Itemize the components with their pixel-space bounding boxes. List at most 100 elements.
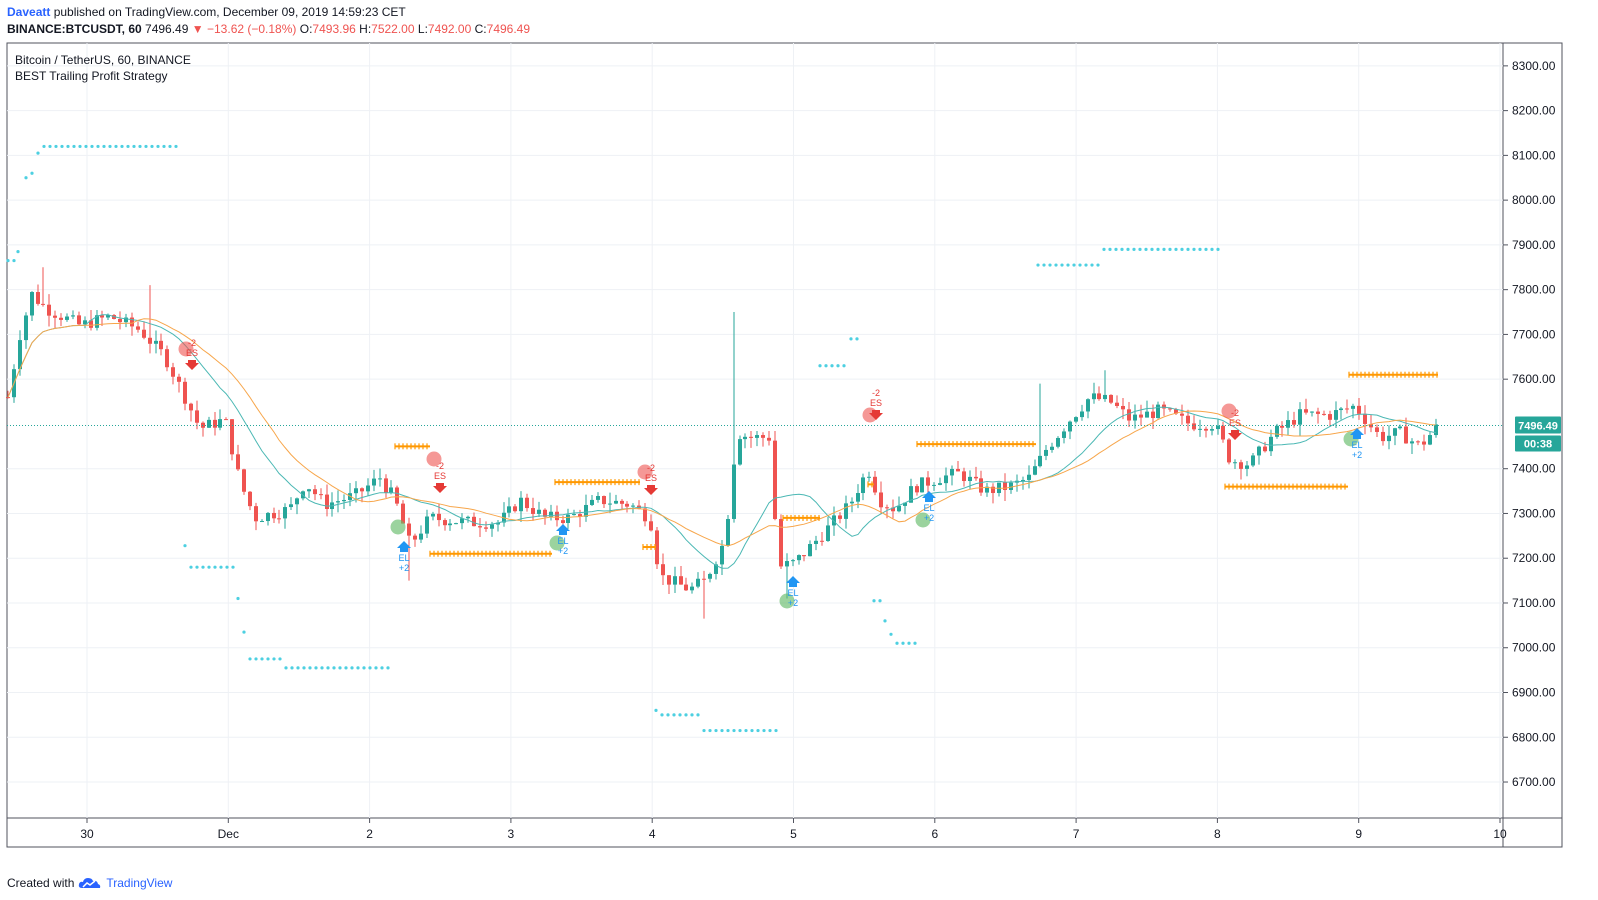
trailing-stop-dot	[278, 657, 282, 661]
candle-up	[1027, 474, 1031, 480]
trailing-stop-dot	[696, 713, 700, 717]
tradingview-brand[interactable]: TradingView	[106, 876, 173, 890]
candle-up	[826, 525, 830, 541]
trailing-stop-dot	[895, 641, 899, 645]
candle-up	[720, 545, 724, 565]
candle-down	[702, 578, 706, 580]
trailing-stop-dot	[332, 666, 336, 670]
short-arrow-icon	[433, 483, 447, 493]
candle-up	[850, 501, 854, 504]
author-link[interactable]: Daveatt	[7, 5, 51, 19]
candle-down	[525, 497, 529, 509]
candle-up	[1198, 428, 1202, 430]
price-tick-label: 6800.00	[1512, 730, 1556, 744]
trailing-stop-dot	[690, 713, 694, 717]
candle-down	[1416, 441, 1420, 443]
candle-up	[1068, 421, 1072, 432]
strategy-legend[interactable]: BEST Trailing Profit Strategy	[15, 69, 168, 83]
candle-up	[537, 509, 541, 514]
candle-down	[779, 519, 783, 567]
candle-down	[189, 403, 193, 411]
candle-up	[1398, 426, 1402, 429]
candle-up	[808, 544, 812, 557]
candle-down	[1357, 405, 1361, 414]
change-arrow-icon: ▼	[191, 22, 204, 36]
candle-up	[797, 555, 801, 561]
candle-down	[100, 315, 104, 318]
candle-down	[148, 337, 152, 344]
low-label: L:	[417, 22, 428, 36]
candle-down	[513, 506, 517, 512]
candle-down	[885, 507, 889, 509]
candle-down	[1328, 414, 1332, 420]
ma-slow-line	[7, 318, 1437, 547]
candle-up	[1245, 465, 1249, 469]
candle-up	[1233, 462, 1237, 464]
candle-up	[708, 573, 712, 579]
low-value: 7492.00	[427, 22, 472, 36]
long-el-label: EL	[557, 536, 568, 546]
high-value: 7522.00	[371, 22, 415, 36]
trailing-stop-dot	[672, 713, 676, 717]
candle-up	[425, 516, 429, 534]
candle-down	[1204, 428, 1208, 431]
candle-down	[915, 486, 919, 493]
long-entry-circle	[549, 535, 565, 551]
trailing-stop-dot	[1054, 263, 1058, 267]
candle-up	[1156, 404, 1160, 419]
candle-down	[177, 376, 181, 382]
candle-up	[419, 533, 423, 540]
candle-down	[991, 486, 995, 494]
short-arrow-icon	[185, 360, 199, 370]
candle-up	[260, 521, 264, 523]
short-es-label: ES	[1229, 418, 1241, 428]
candle-down	[77, 315, 81, 325]
trailing-stop-dot	[702, 728, 706, 733]
candle-up	[24, 315, 28, 341]
price-tick-label: 7800.00	[1512, 283, 1556, 297]
trailing-stop-dot	[150, 144, 154, 149]
trailing-stop-dot	[138, 144, 142, 149]
trailing-stop-dot	[1156, 247, 1160, 251]
price-tick-label: 7900.00	[1512, 238, 1556, 252]
candle-up	[283, 507, 287, 519]
short-arrow-icon	[869, 410, 883, 420]
time-tick-label: 7	[1073, 827, 1080, 841]
trailing-stop-dot	[678, 713, 682, 717]
price-tick-label: 8200.00	[1512, 104, 1556, 118]
candle-down	[413, 535, 417, 540]
candle-down	[767, 437, 771, 441]
candle-down	[749, 436, 753, 438]
candle-down	[484, 527, 488, 529]
trailing-stop-dot	[1042, 263, 1046, 267]
short-qty-label: -2	[1231, 408, 1239, 418]
short-qty-label: -2	[436, 461, 444, 471]
trailing-stop-dot	[242, 630, 246, 634]
long-arrow-icon	[556, 524, 570, 535]
candle-down	[437, 513, 441, 521]
trailing-stop-dot	[1060, 263, 1064, 267]
short-es-label: ES	[870, 398, 882, 408]
candle-up	[743, 436, 747, 440]
candle-down	[248, 491, 252, 507]
candle-down	[1139, 414, 1143, 418]
trailing-stop-dot	[889, 632, 893, 636]
candle-up	[1086, 399, 1090, 412]
candle-up	[490, 524, 494, 529]
candle-down	[1115, 402, 1119, 406]
trailing-stop-dot	[54, 144, 58, 149]
candle-up	[307, 489, 311, 492]
candle-down	[1404, 426, 1408, 444]
candle-up	[1286, 420, 1290, 428]
candle-down	[879, 492, 883, 508]
price-tick-label: 8100.00	[1512, 148, 1556, 162]
long-el-label: EL	[787, 588, 798, 598]
candle-down	[1316, 411, 1320, 414]
price-tick-label: 7400.00	[1512, 462, 1556, 476]
candle-up	[1021, 479, 1025, 481]
trailing-stop-dot	[855, 337, 859, 341]
candle-down	[820, 540, 824, 542]
candle-up	[454, 523, 458, 525]
trailing-stop-dot	[174, 144, 178, 149]
